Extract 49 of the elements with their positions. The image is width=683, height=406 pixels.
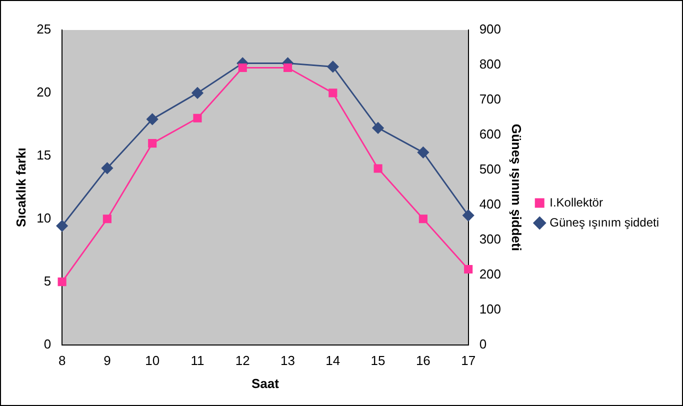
y2-tick-label: 300 — [479, 231, 502, 246]
y2-tick-label: 100 — [479, 301, 502, 316]
x-tick-label: 15 — [370, 353, 386, 368]
point — [192, 87, 204, 99]
x-tick-label: 14 — [326, 353, 340, 368]
y-tick-label: 20 — [36, 84, 52, 100]
point — [102, 214, 112, 224]
x-axis-title: Saat — [251, 376, 280, 391]
y2-tick-label: 0 — [479, 336, 487, 352]
point — [418, 214, 428, 224]
x-tick-label: 11 — [190, 353, 204, 368]
x-tick-label: 10 — [145, 353, 160, 368]
x-tick-label: 9 — [104, 353, 111, 368]
y2-tick-label: 600 — [479, 126, 502, 142]
point — [417, 146, 429, 158]
x-tick-label: 13 — [280, 353, 295, 368]
point — [283, 63, 292, 72]
point — [374, 164, 382, 173]
point — [146, 113, 158, 125]
legend-label: Güneş ışınım şiddeti — [550, 215, 660, 230]
point — [462, 210, 474, 222]
y-tick-label: 0 — [44, 336, 52, 352]
point — [101, 162, 113, 174]
y2-tick-label: 500 — [479, 161, 502, 176]
point — [372, 122, 384, 134]
y2-tick-label: 700 — [479, 92, 502, 107]
y2-tick-label: 200 — [479, 266, 502, 282]
point — [148, 139, 157, 148]
point — [327, 60, 339, 72]
legend-label: I.Kollektör — [550, 195, 603, 210]
y2-tick-label: 900 — [479, 22, 502, 37]
point — [193, 114, 202, 122]
point — [328, 88, 338, 98]
x-tick-label: 16 — [416, 353, 430, 368]
y2-tick-label: 400 — [479, 196, 502, 212]
x-tick-label: 12 — [235, 353, 250, 368]
y2-axis-title: Güneş ışınım şiddeti — [509, 124, 524, 251]
x-tick-label: 8 — [58, 353, 66, 368]
y2-tick-label: 800 — [479, 56, 502, 72]
point — [464, 264, 473, 274]
y-tick-label: 15 — [36, 148, 52, 162]
y-tick-label: 10 — [36, 210, 52, 226]
y-tick-label: 25 — [36, 22, 52, 37]
point — [58, 278, 66, 286]
y-tick-label: 5 — [44, 273, 52, 288]
point — [238, 63, 247, 72]
point — [56, 220, 68, 232]
x-tick-label: 17 — [461, 353, 476, 368]
y-axis-title: Sıcaklık farkı — [13, 148, 28, 228]
